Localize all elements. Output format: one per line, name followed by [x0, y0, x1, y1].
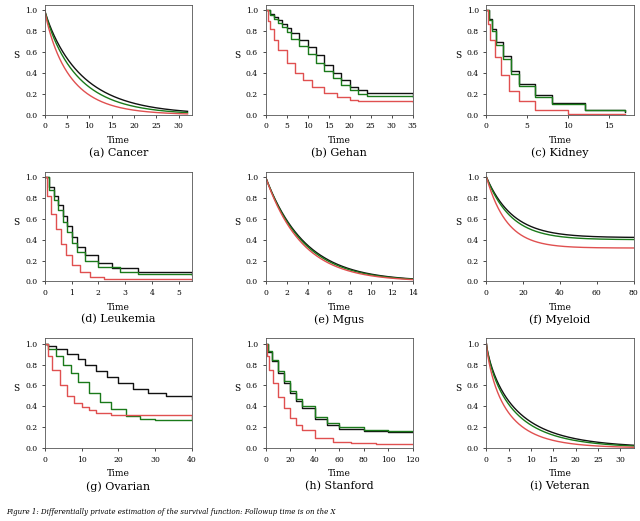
X-axis label: Time: Time — [107, 469, 130, 478]
Text: (c) Kidney: (c) Kidney — [531, 148, 589, 158]
Y-axis label: S: S — [455, 51, 461, 60]
Text: (b) Gehan: (b) Gehan — [311, 148, 367, 158]
Text: (i) Veteran: (i) Veteran — [530, 481, 590, 491]
Text: (h) Stanford: (h) Stanford — [305, 481, 374, 491]
Text: (e) Mgus: (e) Mgus — [314, 314, 364, 325]
Y-axis label: S: S — [234, 218, 241, 227]
X-axis label: Time: Time — [328, 469, 351, 478]
Y-axis label: S: S — [234, 51, 241, 60]
Y-axis label: S: S — [234, 384, 241, 393]
X-axis label: Time: Time — [548, 136, 572, 145]
Text: (a) Cancer: (a) Cancer — [89, 148, 148, 158]
X-axis label: Time: Time — [107, 136, 130, 145]
Text: (d) Leukemia: (d) Leukemia — [81, 314, 156, 325]
X-axis label: Time: Time — [548, 303, 572, 312]
X-axis label: Time: Time — [328, 136, 351, 145]
X-axis label: Time: Time — [107, 303, 130, 312]
Text: (g) Ovarian: (g) Ovarian — [86, 481, 150, 491]
X-axis label: Time: Time — [548, 469, 572, 478]
Y-axis label: S: S — [13, 218, 20, 227]
Text: (f) Myeloid: (f) Myeloid — [529, 314, 591, 325]
Text: Figure 1: Differentially private estimation of the survival function: Followup t: Figure 1: Differentially private estimat… — [6, 508, 336, 516]
Y-axis label: S: S — [455, 218, 461, 227]
X-axis label: Time: Time — [328, 303, 351, 312]
Y-axis label: S: S — [455, 384, 461, 393]
Y-axis label: S: S — [13, 51, 20, 60]
Y-axis label: S: S — [13, 384, 20, 393]
